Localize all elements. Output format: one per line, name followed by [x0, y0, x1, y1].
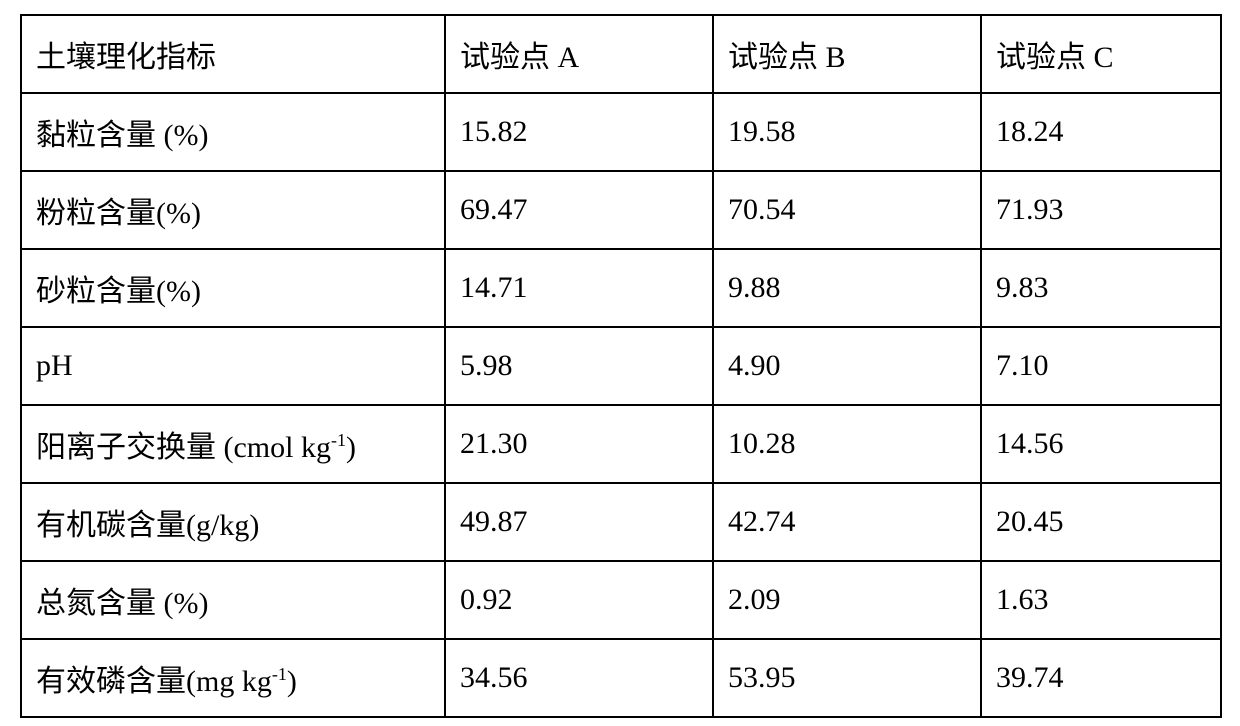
table-row: 粉粒含量(%) 69.47 70.54 71.93 — [21, 171, 1221, 249]
label-text-post: ) — [287, 665, 297, 698]
cell-value: 39.74 — [981, 639, 1221, 717]
cell-value: 20.45 — [981, 483, 1221, 561]
cell-value: 70.54 — [713, 171, 981, 249]
label-text-pre: 有效磷含量(mg kg — [36, 665, 272, 698]
label-superscript: -1 — [272, 664, 287, 684]
cell-value: 2.09 — [713, 561, 981, 639]
label-text-post: ) — [346, 431, 356, 464]
cell-value: 34.56 — [445, 639, 713, 717]
table-row: pH 5.98 4.90 7.10 — [21, 327, 1221, 405]
cell-value: 10.28 — [713, 405, 981, 483]
cell-value: 19.58 — [713, 93, 981, 171]
row-label: pH — [21, 327, 445, 405]
cell-value: 15.82 — [445, 93, 713, 171]
col-header-site-b: 试验点 B — [713, 15, 981, 93]
row-label: 有机碳含量(g/kg) — [21, 483, 445, 561]
row-label: 砂粒含量(%) — [21, 249, 445, 327]
cell-value: 9.83 — [981, 249, 1221, 327]
label-text-pre: 阳离子交换量 (cmol kg — [36, 431, 331, 464]
label-superscript: -1 — [331, 430, 346, 450]
col-header-param: 土壤理化指标 — [21, 15, 445, 93]
cell-value: 4.90 — [713, 327, 981, 405]
cell-value: 5.98 — [445, 327, 713, 405]
row-label: 粉粒含量(%) — [21, 171, 445, 249]
table-row: 阳离子交换量 (cmol kg-1) 21.30 10.28 14.56 — [21, 405, 1221, 483]
cell-value: 71.93 — [981, 171, 1221, 249]
row-label: 有效磷含量(mg kg-1) — [21, 639, 445, 717]
cell-value: 0.92 — [445, 561, 713, 639]
row-label: 黏粒含量 (%) — [21, 93, 445, 171]
col-header-site-a: 试验点 A — [445, 15, 713, 93]
cell-value: 14.56 — [981, 405, 1221, 483]
table-row: 有效磷含量(mg kg-1) 34.56 53.95 39.74 — [21, 639, 1221, 717]
table-row: 有机碳含量(g/kg) 49.87 42.74 20.45 — [21, 483, 1221, 561]
cell-value: 69.47 — [445, 171, 713, 249]
cell-value: 7.10 — [981, 327, 1221, 405]
cell-value: 1.63 — [981, 561, 1221, 639]
table-header-row: 土壤理化指标 试验点 A 试验点 B 试验点 C — [21, 15, 1221, 93]
cell-value: 49.87 — [445, 483, 713, 561]
col-header-site-c: 试验点 C — [981, 15, 1221, 93]
cell-value: 18.24 — [981, 93, 1221, 171]
row-label: 阳离子交换量 (cmol kg-1) — [21, 405, 445, 483]
cell-value: 21.30 — [445, 405, 713, 483]
table-row: 总氮含量 (%) 0.92 2.09 1.63 — [21, 561, 1221, 639]
cell-value: 42.74 — [713, 483, 981, 561]
row-label: 总氮含量 (%) — [21, 561, 445, 639]
cell-value: 53.95 — [713, 639, 981, 717]
cell-value: 14.71 — [445, 249, 713, 327]
soil-properties-table: 土壤理化指标 试验点 A 试验点 B 试验点 C 黏粒含量 (%) 15.82 … — [20, 14, 1222, 718]
cell-value: 9.88 — [713, 249, 981, 327]
table-row: 砂粒含量(%) 14.71 9.88 9.83 — [21, 249, 1221, 327]
table-row: 黏粒含量 (%) 15.82 19.58 18.24 — [21, 93, 1221, 171]
table-body: 土壤理化指标 试验点 A 试验点 B 试验点 C 黏粒含量 (%) 15.82 … — [21, 15, 1221, 717]
